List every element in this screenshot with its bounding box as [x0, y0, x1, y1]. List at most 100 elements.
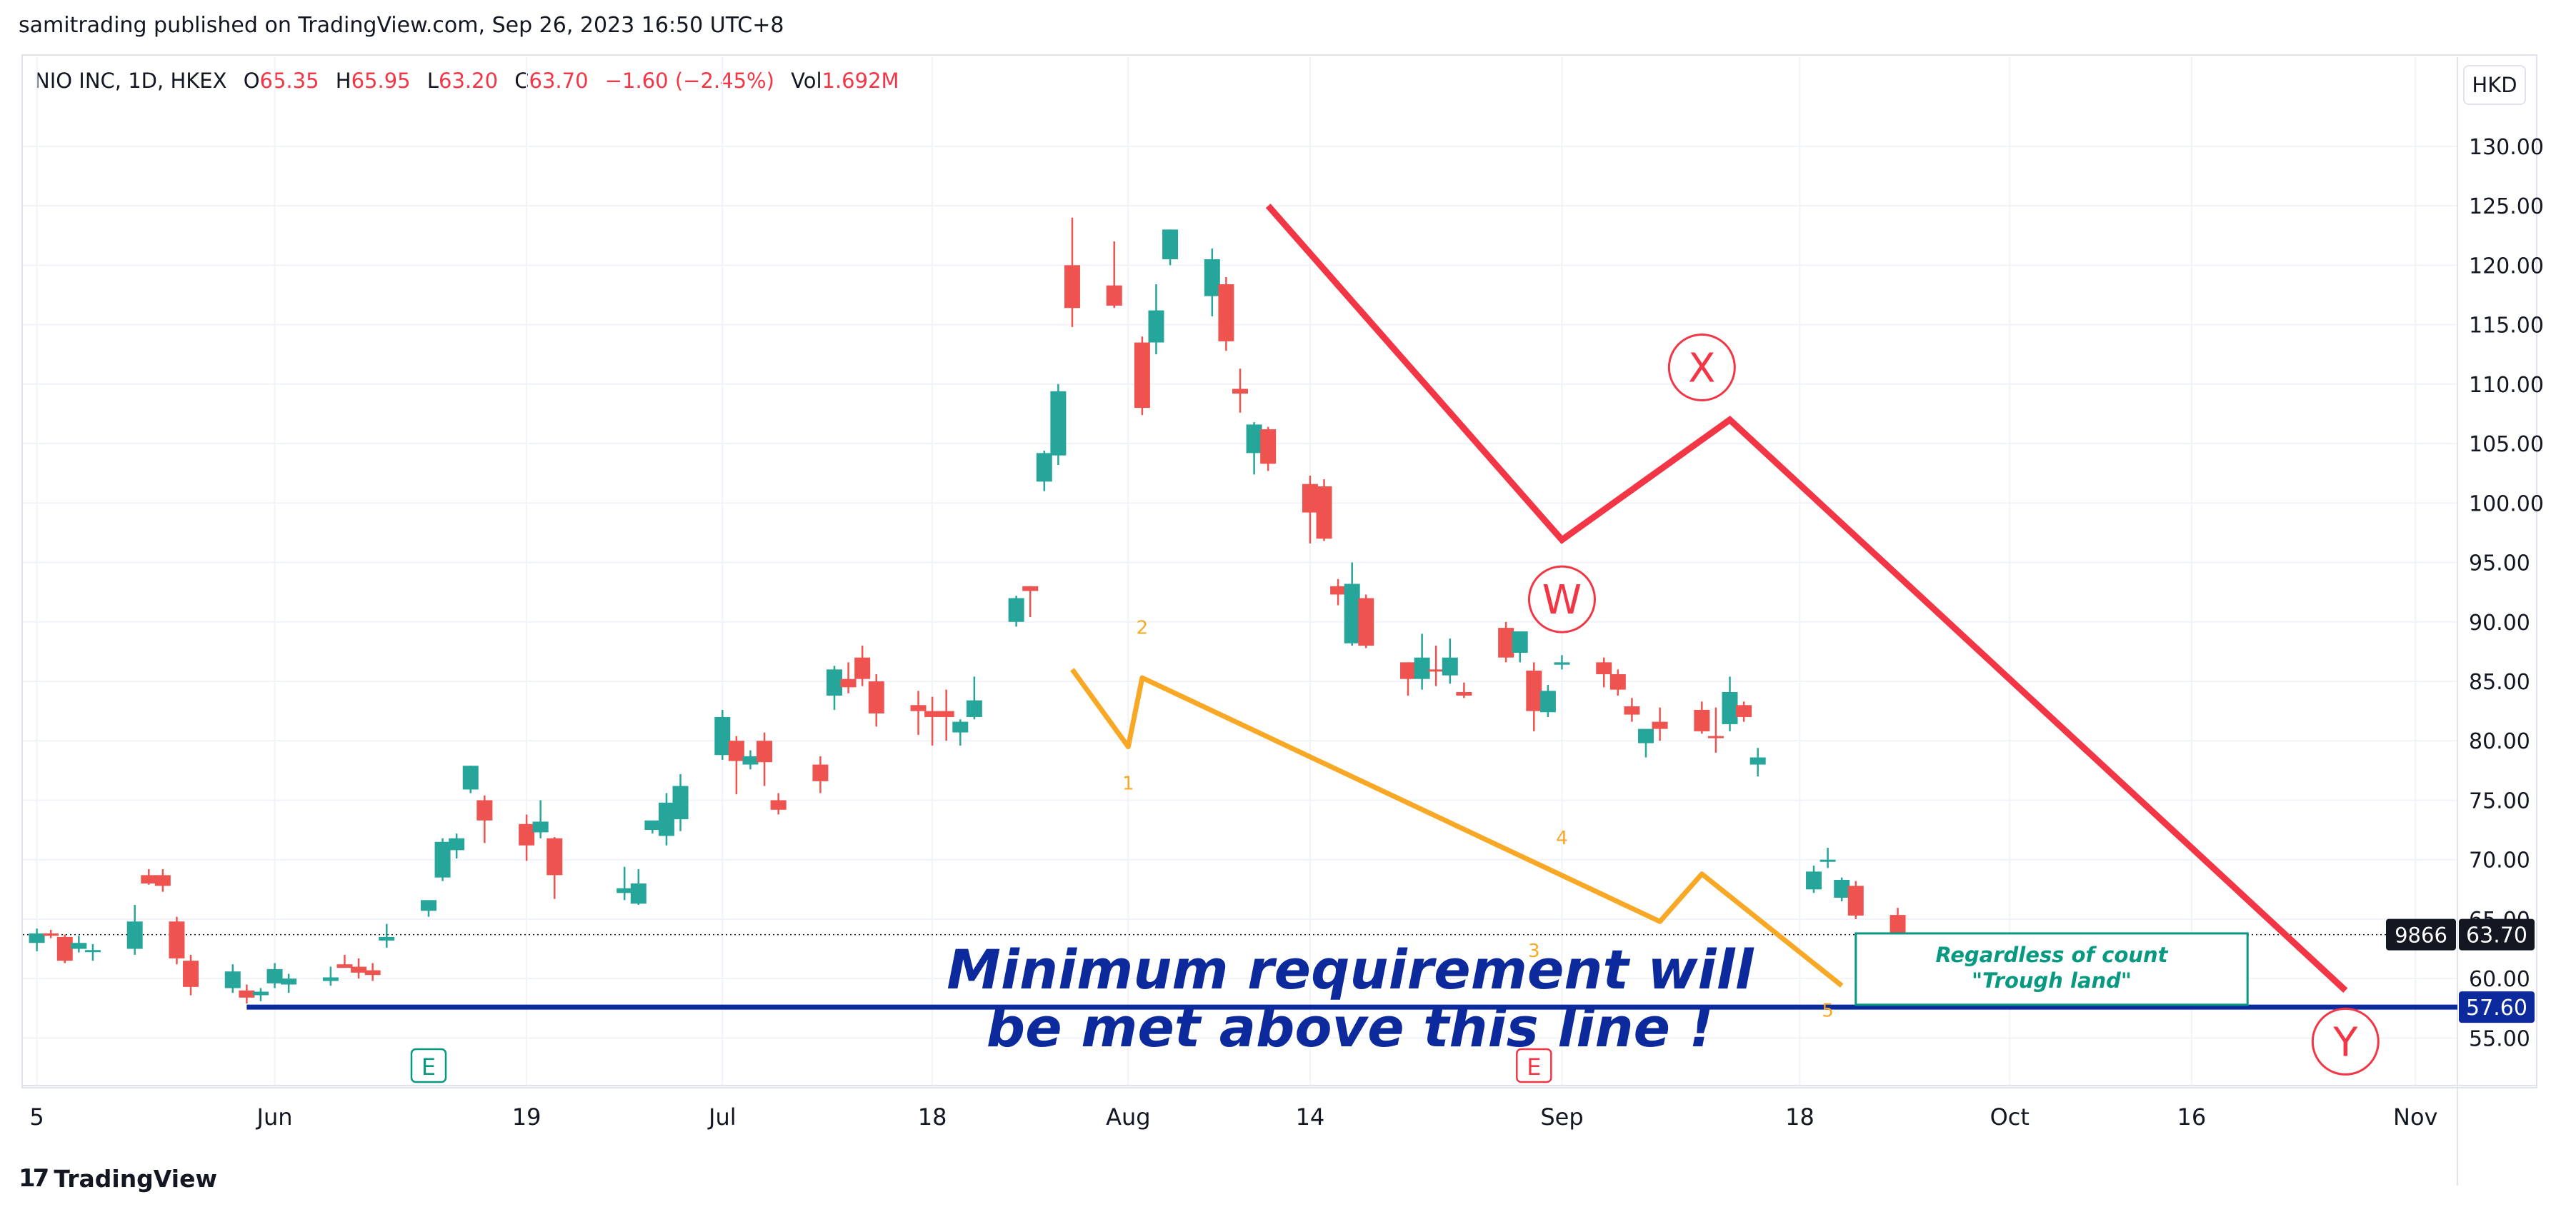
candle-body: [1498, 628, 1514, 658]
candle: [1134, 336, 1150, 416]
wave-label-circle: [1527, 565, 1596, 633]
candle-body: [364, 970, 381, 976]
symbol-legend[interactable]: NIO INC, 1D, HKEX O65.35 H65.95 L63.20 C…: [34, 69, 909, 93]
x-tick-label: 18: [918, 1103, 947, 1131]
candle-body: [840, 678, 857, 688]
candle: [519, 814, 535, 861]
y-tick-label: 55.00: [2469, 1026, 2530, 1051]
candle-body: [1819, 859, 1836, 862]
earnings-marker-text: E: [1527, 1053, 1541, 1081]
earnings-marker-text: E: [421, 1053, 436, 1081]
candle: [644, 820, 661, 834]
candle: [183, 954, 199, 996]
candle: [1847, 881, 1864, 919]
brand-name: TradingView: [54, 1164, 217, 1193]
y-tick-label: 90.00: [2469, 611, 2530, 636]
wave-number-label: 2: [1137, 617, 1149, 638]
candle-body: [1624, 706, 1640, 715]
candle: [154, 869, 171, 892]
candle: [224, 964, 241, 993]
candle-body: [1652, 721, 1668, 729]
candle-body: [812, 764, 829, 781]
candle: [1526, 662, 1542, 731]
candle: [1260, 426, 1277, 471]
wave-number-label: 3: [1528, 941, 1540, 962]
candle-body: [141, 875, 157, 883]
candle: [868, 674, 884, 727]
candle: [1316, 479, 1332, 541]
tradingview-brand[interactable]: 17 TradingView: [19, 1164, 217, 1193]
candle: [322, 966, 339, 986]
candle: [1204, 249, 1220, 316]
x-tick-label: 5: [29, 1103, 44, 1131]
y-tick-label: 120.00: [2469, 254, 2544, 279]
candle: [1624, 698, 1640, 722]
x-tick-label: 16: [2177, 1103, 2207, 1131]
wave-label-y: Y: [2311, 1007, 2380, 1076]
annotation-line1: Minimum requirement will: [947, 938, 1754, 1001]
candle: [728, 736, 744, 795]
candle: [1638, 728, 1654, 758]
candle: [840, 662, 857, 693]
candle: [827, 666, 842, 710]
candle: [56, 934, 73, 963]
y-tick-label: 105.00: [2469, 432, 2544, 457]
candle: [924, 696, 941, 746]
earnings-marker-box: [1516, 1048, 1552, 1083]
candle: [532, 800, 549, 838]
candle-body: [644, 820, 661, 831]
publish-caption: samitrading published on TradingView.com…: [19, 13, 784, 38]
candle: [1442, 638, 1458, 684]
candle-body: [1064, 265, 1080, 309]
volume-value: Vol1.692M: [791, 69, 899, 93]
candle: [43, 929, 59, 938]
candle: [1064, 217, 1080, 327]
candle: [952, 719, 969, 746]
y-tick-label: 110.00: [2469, 373, 2544, 398]
candle-body: [266, 968, 283, 983]
candle-body: [43, 933, 59, 936]
candle: [1400, 662, 1417, 696]
x-tick-label: Jul: [707, 1103, 737, 1131]
candle: [434, 838, 451, 881]
candle: [1694, 701, 1710, 734]
candle: [1834, 877, 1850, 901]
candle-body: [742, 756, 759, 765]
candle: [910, 691, 927, 735]
candle: [1498, 621, 1514, 663]
wave-number-label: 4: [1556, 828, 1568, 849]
wave-label-text: X: [1688, 345, 1715, 391]
wave-label-circle: [1667, 333, 1736, 401]
candle: [169, 916, 185, 965]
candle-body: [1609, 674, 1626, 690]
x-tick-label: Aug: [1106, 1103, 1150, 1131]
candle: [1050, 384, 1067, 466]
candle-body: [1106, 285, 1122, 306]
candle: [1232, 369, 1248, 413]
candle: [1022, 586, 1039, 618]
currency-button[interactable]: HKD: [2463, 65, 2526, 105]
countdown-badge: [2386, 918, 2456, 951]
candle-body: [351, 966, 367, 973]
candle: [1246, 422, 1262, 475]
candle-body: [56, 936, 73, 961]
candle: [379, 923, 395, 948]
candle: [421, 900, 436, 917]
chart-frame: [21, 54, 2537, 1088]
candle-body: [728, 741, 744, 761]
candle-body: [966, 700, 982, 717]
y-tick-label: 130.00: [2469, 135, 2544, 160]
candle: [1819, 848, 1836, 868]
candle-body: [1022, 586, 1039, 591]
tradingview-logo-icon: 17: [19, 1164, 49, 1193]
candle-body: [1232, 389, 1248, 394]
candle: [1707, 707, 1724, 753]
candle: [1106, 241, 1122, 309]
wave-label-text: Y: [2332, 1019, 2358, 1066]
candle: [71, 936, 87, 953]
candle: [1302, 475, 1318, 544]
candle: [1806, 866, 1822, 893]
candle-body: [1806, 871, 1822, 890]
wave-label-circle: [2311, 1007, 2380, 1076]
